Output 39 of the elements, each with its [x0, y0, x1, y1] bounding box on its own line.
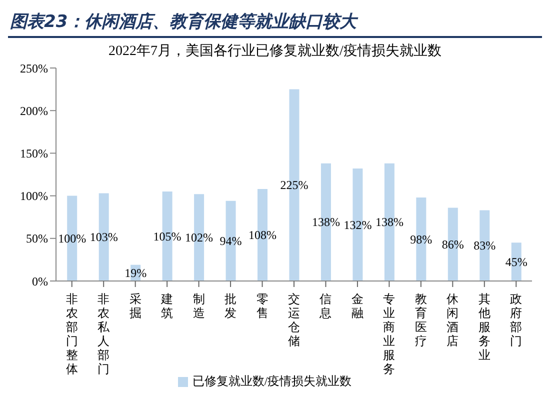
x-tick-label: 政府部门	[510, 292, 522, 348]
x-tick-label: 制造	[192, 292, 205, 320]
y-tick-label: 0%	[32, 274, 48, 288]
y-tick-label: 50%	[26, 232, 48, 246]
data-label: 45%	[505, 254, 528, 269]
data-label: 138%	[375, 215, 404, 230]
data-label: 19%	[124, 266, 147, 280]
data-label: 138%	[312, 215, 340, 230]
data-label: 105%	[153, 229, 182, 244]
x-tick-label: 信息	[318, 292, 332, 320]
data-label: 132%	[344, 218, 372, 232]
x-tick-label: 专业商业服务	[383, 292, 396, 376]
data-label: 100%	[58, 231, 86, 246]
data-label: 103%	[90, 230, 118, 244]
x-tick-label: 批发	[224, 292, 237, 320]
x-tick-label: 非农部门整体	[66, 292, 78, 376]
data-label: 102%	[185, 230, 214, 245]
legend-label: 已修复就业数/疫情损失就业数	[192, 374, 352, 388]
chart-title: 图表23：休闲酒店、教育保健等就业缺口较大	[8, 8, 542, 38]
y-tick-label: 100%	[20, 189, 48, 204]
data-label: 225%	[280, 178, 308, 192]
data-label: 98%	[410, 232, 432, 246]
y-tick-label: 150%	[20, 146, 48, 160]
x-tick-label: 零售	[256, 292, 268, 320]
x-tick-label: 采掘	[129, 292, 142, 320]
data-label: 108%	[248, 228, 277, 242]
x-tick-label: 休闲酒店	[446, 292, 459, 348]
y-tick-label: 250%	[20, 61, 48, 76]
y-tick-label: 200%	[20, 104, 48, 118]
x-tick-label: 其他服务业	[478, 292, 490, 362]
x-tick-label: 教育医疗	[414, 292, 427, 348]
x-tick-label: 建筑	[160, 292, 174, 320]
chart-subtitle: 2022年7月，美国各行业已修复就业数/疫情损失就业数	[108, 42, 442, 60]
x-tick-label: 金融	[351, 292, 364, 320]
data-label: 83%	[474, 238, 496, 253]
data-label: 94%	[220, 234, 242, 248]
x-tick-label: 交运仓储	[288, 292, 300, 348]
data-label: 86%	[442, 237, 464, 252]
x-tick-label: 非农私人部门	[98, 292, 111, 376]
